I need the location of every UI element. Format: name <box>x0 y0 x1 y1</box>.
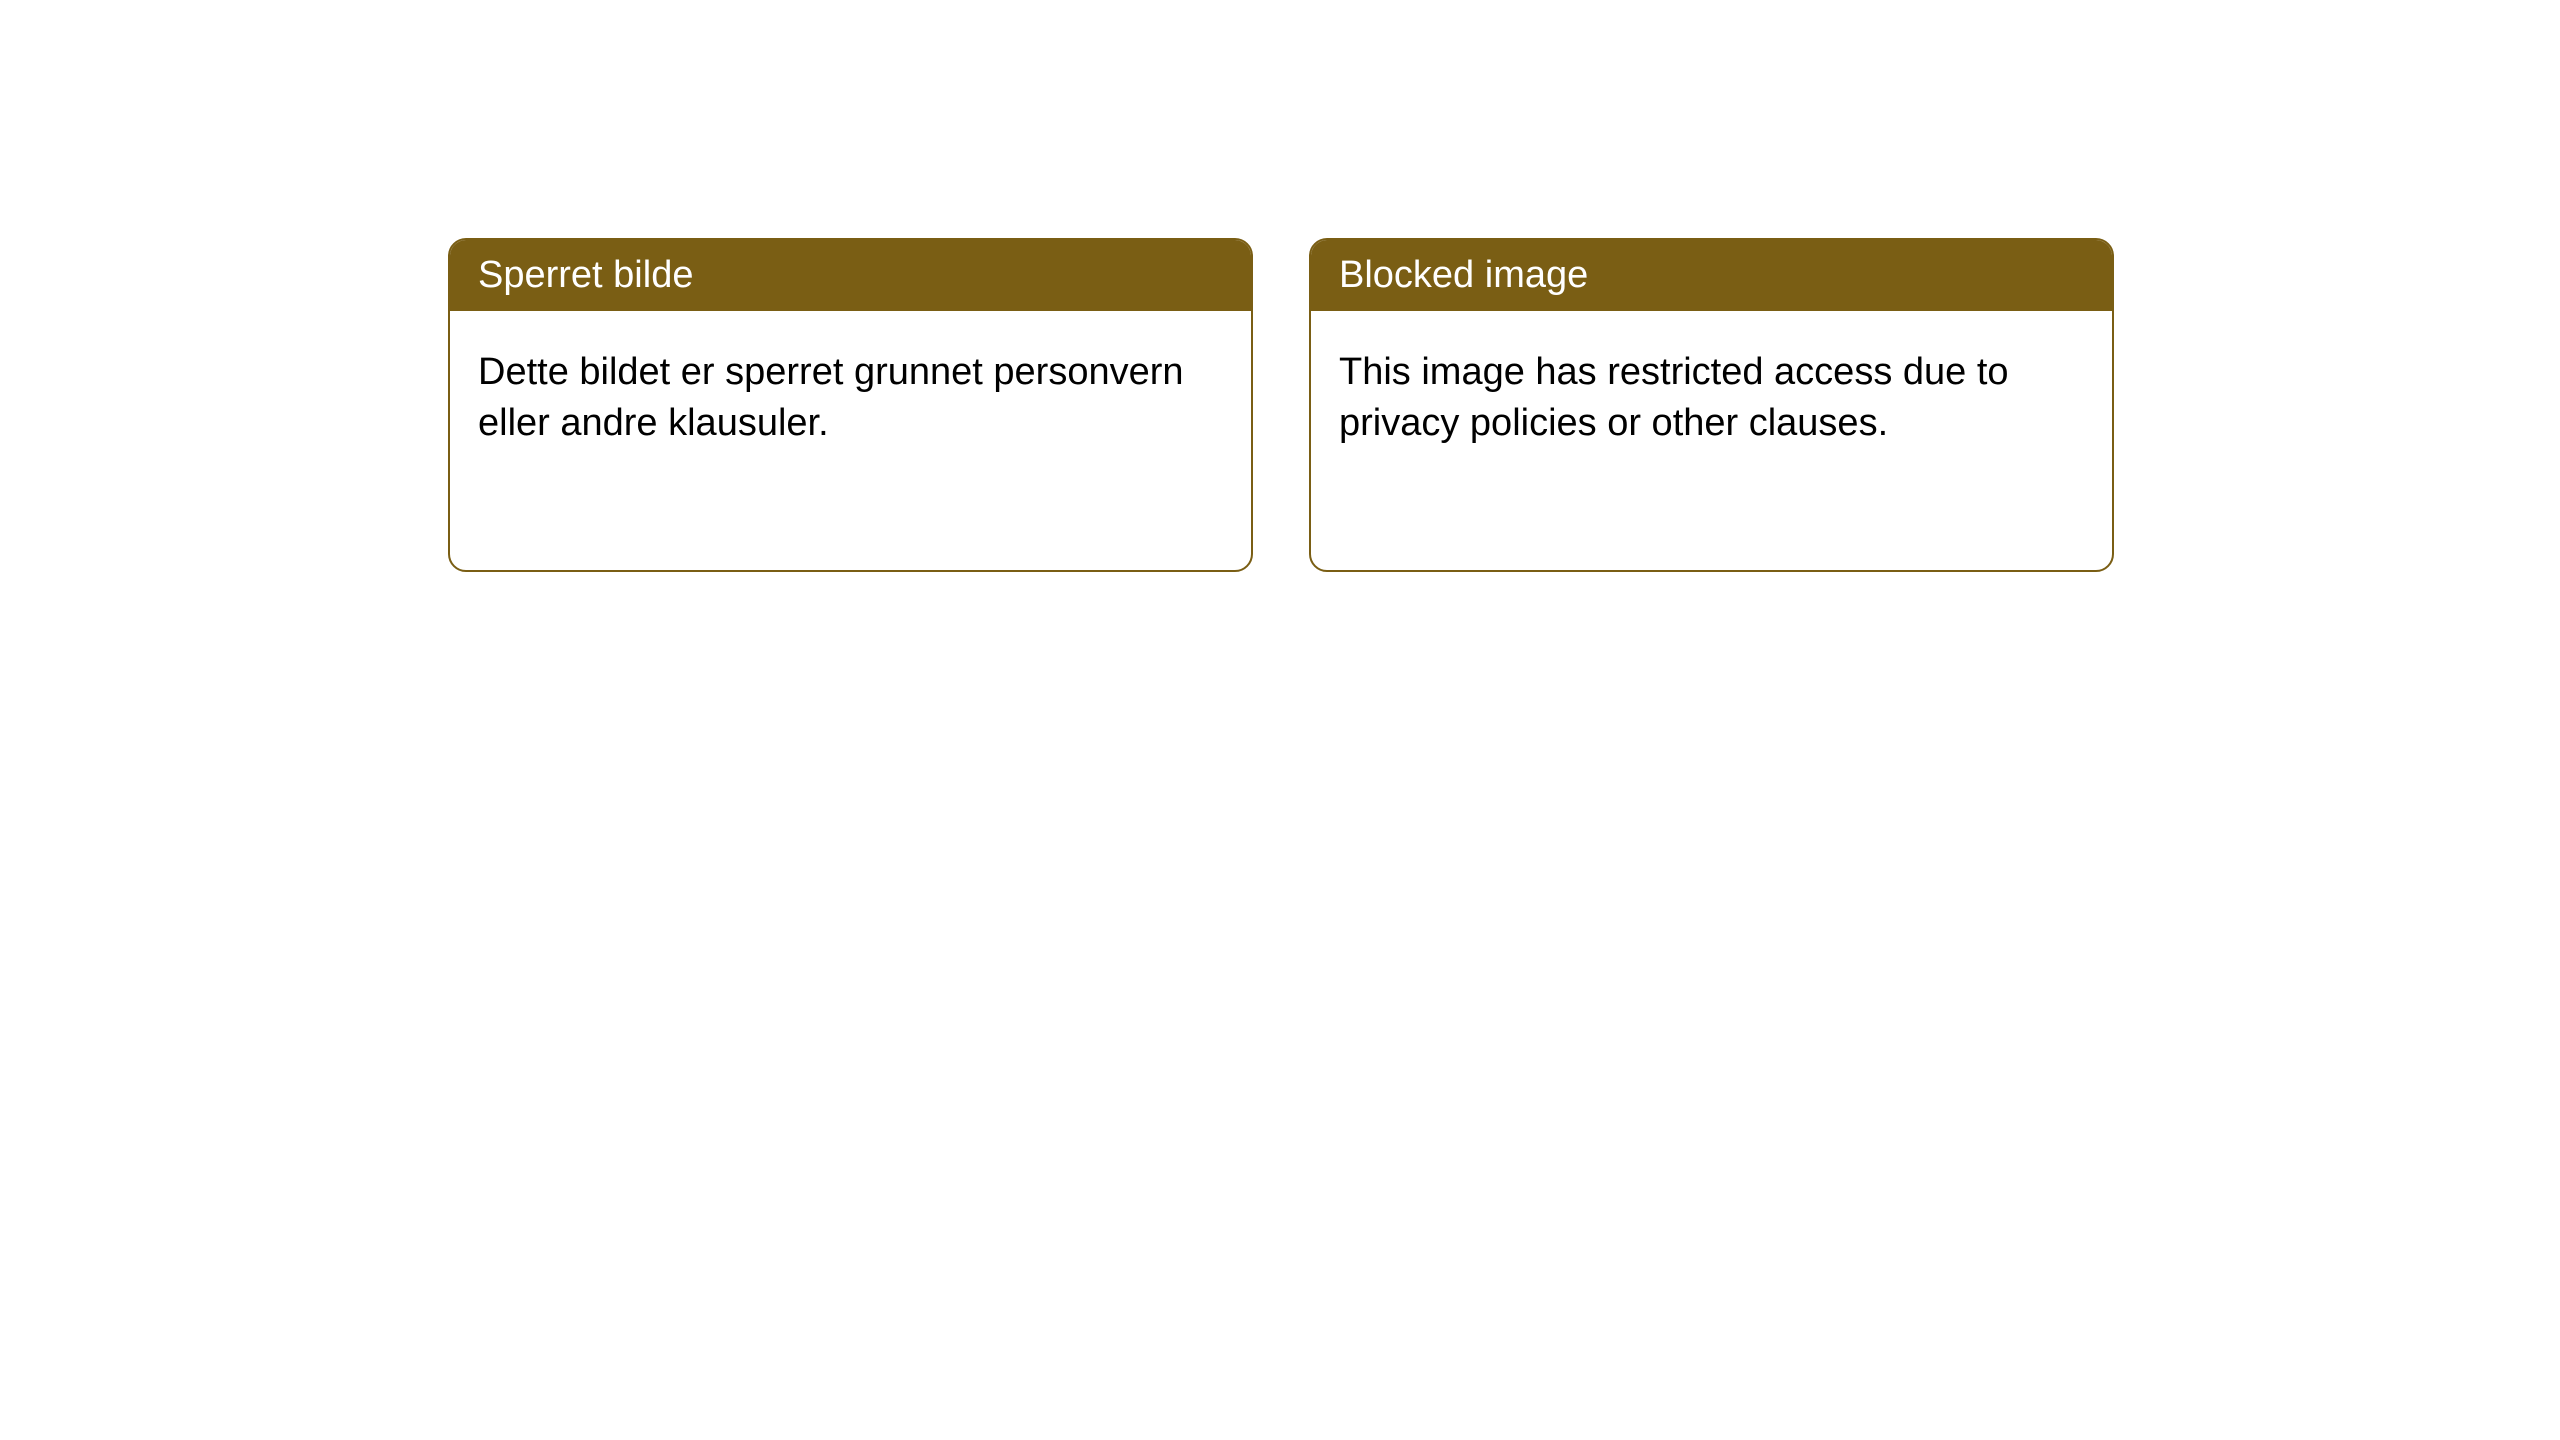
notice-card-header: Sperret bilde <box>450 240 1251 311</box>
notice-container: Sperret bilde Dette bildet er sperret gr… <box>0 0 2560 572</box>
notice-card-header: Blocked image <box>1311 240 2112 311</box>
notice-card-no: Sperret bilde Dette bildet er sperret gr… <box>448 238 1253 572</box>
notice-card-body: This image has restricted access due to … <box>1311 311 2112 486</box>
notice-card-body: Dette bildet er sperret grunnet personve… <box>450 311 1251 486</box>
notice-card-en: Blocked image This image has restricted … <box>1309 238 2114 572</box>
